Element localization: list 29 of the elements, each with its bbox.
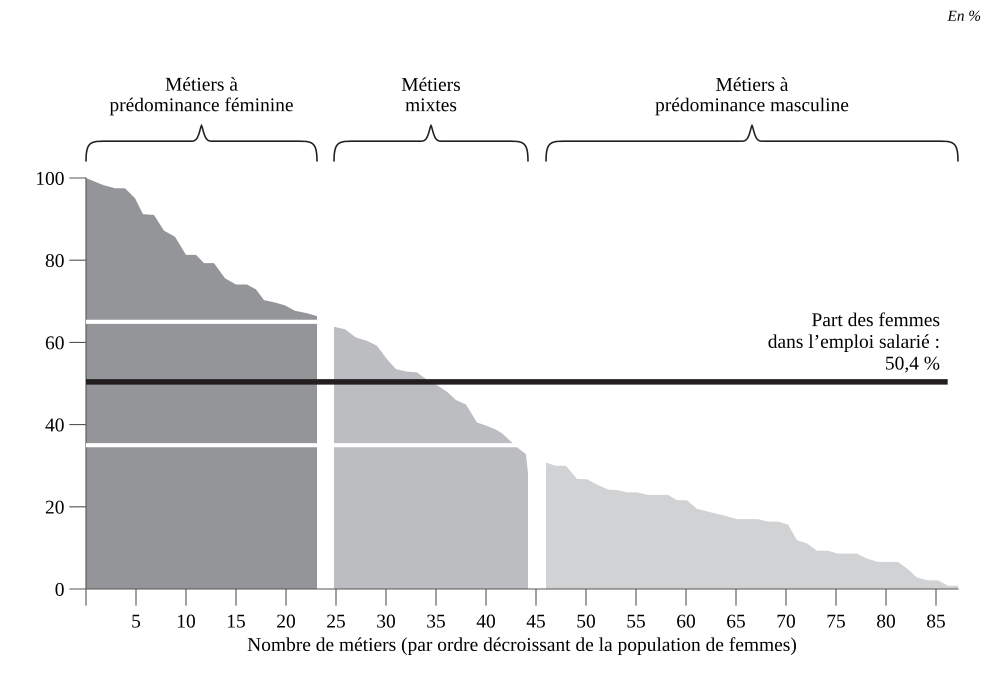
y-tick-label: 100: [37, 172, 64, 185]
x-tick-label: 10: [178, 614, 195, 628]
x-tick-label: 35: [427, 614, 445, 628]
x-tick-label: 40: [476, 614, 495, 628]
x-tick-label: 30: [377, 614, 395, 628]
x-tick-label: 45: [526, 614, 545, 628]
text: Métiers mixtes: [402, 77, 460, 112]
x-tick-label: 25: [327, 614, 345, 628]
x-tick-label: 75: [828, 614, 845, 628]
ref-line-label: Part des femmes dans l’emploi salarié : 50,4 %: [768, 312, 940, 372]
text: Métiers à prédominance féminine: [110, 77, 293, 116]
x-tick-label: 80: [877, 614, 895, 628]
text: En %: [947, 10, 980, 21]
x-tick-label: 65: [727, 614, 745, 628]
x-tick-label: 55: [627, 614, 645, 628]
y-tick-label: 80: [46, 254, 64, 268]
x-tick-label: 85: [927, 614, 945, 628]
y-tick-label: 60: [46, 336, 64, 350]
x-tick-label: 15: [228, 614, 245, 628]
x-tick-label: 20: [277, 614, 295, 628]
x-tick-label: 5: [132, 614, 140, 628]
y-tick-label: 20: [46, 500, 64, 514]
x-tick-label: 60: [677, 614, 695, 628]
y-tick-label: 0: [55, 582, 64, 596]
x-axis-title: Nombre de métiers (par ordre décroissant de la population de femmes): [248, 637, 796, 656]
y-tick-label: 40: [45, 418, 64, 432]
x-tick-label: 70: [778, 614, 795, 628]
x-tick-label: 50: [577, 614, 595, 628]
text: Métiers à prédominance masculine: [655, 77, 848, 116]
